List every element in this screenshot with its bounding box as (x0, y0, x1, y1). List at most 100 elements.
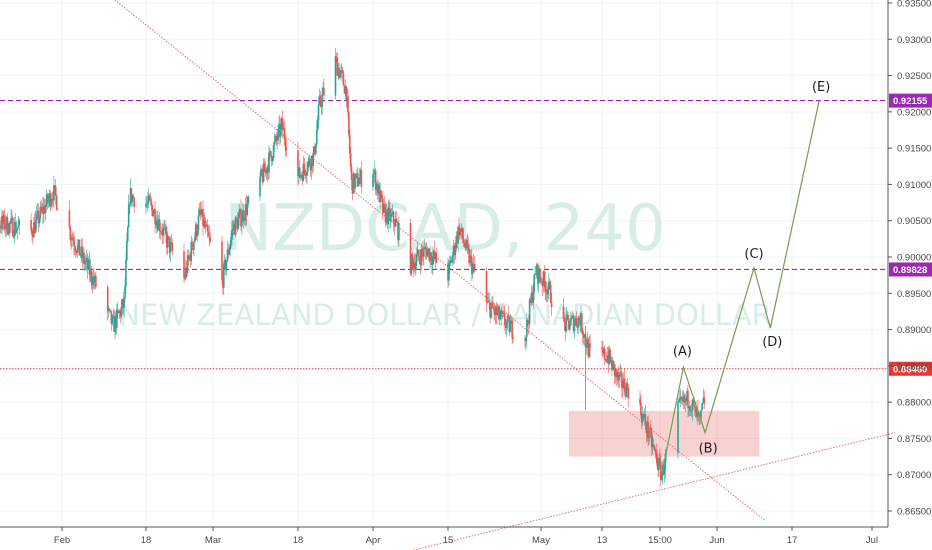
candle-body (74, 249, 77, 252)
candle-body (456, 236, 458, 244)
candle-body (55, 195, 58, 210)
candle-body (449, 260, 452, 262)
candle-body (278, 124, 280, 129)
candle-body (187, 255, 190, 259)
candle-body (655, 451, 658, 455)
candle-body (91, 281, 94, 286)
candle-body (159, 230, 162, 232)
candle-body (279, 124, 281, 137)
candle-body (276, 139, 278, 141)
candle-body (618, 375, 620, 381)
candle-body (464, 246, 467, 249)
candle-body (167, 236, 170, 238)
candle-body (204, 220, 206, 228)
candle-body (588, 343, 590, 357)
candle-body (234, 217, 237, 235)
candle-body (42, 207, 44, 214)
candle-body (192, 249, 194, 251)
wave-projection-layer: (A) (B) (C) (D) (E) (661, 80, 830, 475)
y-tick-label: 0.91500 (897, 144, 931, 155)
candle-body (646, 421, 649, 434)
candle-body (583, 334, 586, 338)
candle-body (460, 228, 462, 233)
candle-body (36, 210, 39, 214)
price-level-tag (889, 361, 932, 376)
candle-body (164, 226, 166, 228)
candle-body (166, 236, 169, 248)
candle-body (502, 312, 504, 314)
candle-body (420, 249, 423, 266)
candle-body (390, 213, 392, 222)
candle-body (493, 308, 495, 311)
candle-body (95, 276, 97, 288)
candle-body (540, 281, 543, 283)
candle-body (3, 214, 6, 230)
candle-body (350, 166, 353, 180)
candle-body (170, 242, 173, 244)
candle-body (237, 218, 240, 230)
candle-body (11, 217, 13, 219)
candle-body (315, 144, 317, 154)
candle-body (223, 259, 226, 264)
candle-body (113, 316, 115, 332)
support-zone-layer (569, 410, 760, 457)
candle-body (149, 199, 152, 202)
candle-body (376, 183, 379, 194)
candle-body (283, 128, 286, 139)
candle-body (18, 220, 21, 226)
candle-body (463, 242, 466, 247)
candle-body (689, 410, 692, 412)
candle-body (589, 343, 591, 348)
candle-body (4, 227, 7, 230)
candle-body (640, 403, 642, 416)
candle-body (426, 250, 429, 257)
candle-body (701, 403, 704, 409)
x-tick-label: Feb (54, 535, 70, 546)
y-tick-label: 0.88500 (897, 361, 931, 372)
price-level-tag (889, 262, 932, 277)
candle-body (242, 210, 245, 222)
grid-lines (0, 0, 888, 527)
candle-body (285, 147, 288, 151)
watermark-symbol: NZDCAD, 240 (224, 192, 666, 266)
candle-body (184, 277, 186, 279)
candle-body (41, 207, 43, 211)
candle-body (527, 322, 530, 325)
candle-body (563, 318, 566, 323)
candle-body (281, 118, 284, 131)
candle-body (93, 276, 95, 283)
candle-body (377, 184, 380, 194)
candles-layer (0, 47, 706, 487)
candle-body (284, 138, 287, 148)
candle-body (569, 325, 571, 330)
candle-body (660, 475, 663, 480)
candle-body (156, 220, 159, 231)
candle-body (128, 203, 131, 205)
candle-body (703, 397, 706, 404)
candle-body (120, 306, 123, 317)
candle-body (54, 186, 57, 196)
candle-body (191, 242, 193, 250)
candle-body (530, 292, 533, 303)
candle-body (501, 310, 503, 314)
candle-body (653, 446, 656, 449)
candle-body (270, 156, 273, 162)
candle-body (429, 252, 431, 262)
candle-body (242, 210, 244, 221)
candle-body (411, 254, 414, 260)
candle-body (529, 299, 532, 303)
candle-body (73, 240, 75, 246)
candle-body (84, 262, 86, 264)
candle-body (148, 195, 151, 200)
candle-body (533, 274, 535, 293)
candle-body (109, 309, 112, 312)
candle-body (423, 247, 426, 249)
candle-body (224, 259, 227, 271)
candle-body (154, 209, 156, 225)
candle-body (225, 261, 228, 271)
candle-body (336, 58, 339, 76)
candle-body (160, 231, 163, 233)
candle-body (356, 173, 358, 175)
candle-body (166, 234, 168, 248)
candle-body (505, 322, 508, 328)
